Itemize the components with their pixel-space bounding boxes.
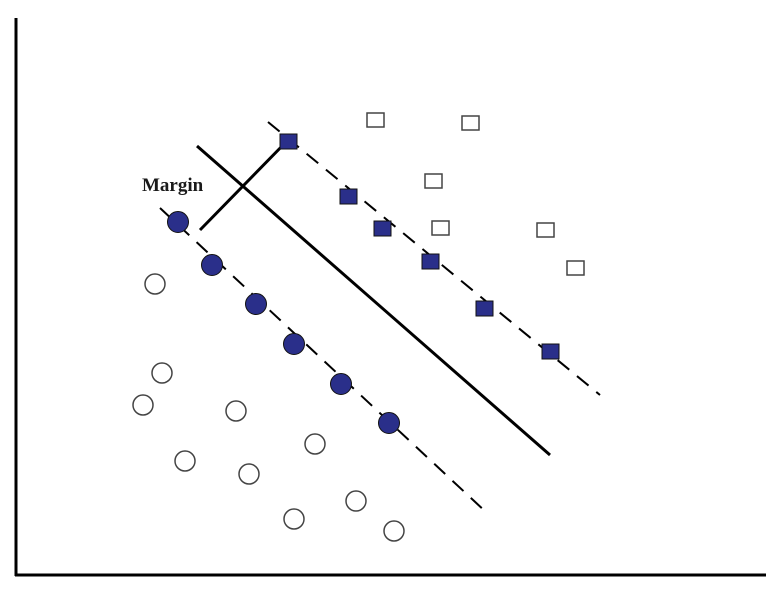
square-support-vector [421,253,440,270]
square-class-points [366,112,585,276]
square-point [536,222,555,238]
circle-point [304,433,326,455]
circle-support-vector [283,333,305,355]
circle-support-vector [167,211,189,233]
square-support-vector [279,133,298,150]
square-point [366,112,385,128]
boundaries [159,121,601,514]
square-point [461,115,480,131]
margin-width-line [198,138,290,232]
circle-support-vector [330,373,352,395]
circle-point [151,362,173,384]
circle-support-vector [201,254,223,276]
circle-point [283,508,305,530]
square-point [566,260,585,276]
axes [14,18,766,577]
circle-point [383,520,405,542]
margin-indicator: Margin [142,138,290,232]
circle-point [225,400,247,422]
margin-label: Margin [142,175,204,196]
circle-support-vector [378,412,400,434]
circle-support-vectors [167,211,400,434]
square-support-vectors [279,133,560,360]
circle-support-vector [245,293,267,315]
circle-point [238,463,260,485]
square-support-vector [475,300,494,317]
square-support-vector [373,220,392,237]
square-support-vector [541,343,560,360]
circle-point [144,273,166,295]
circle-point [345,490,367,512]
circle-point [174,450,196,472]
separating-hyperplane [196,144,551,457]
square-point [431,220,450,236]
circle-point [132,394,154,416]
square-point [424,173,443,189]
square-support-vector [339,188,358,205]
circle-class-points [132,273,405,542]
